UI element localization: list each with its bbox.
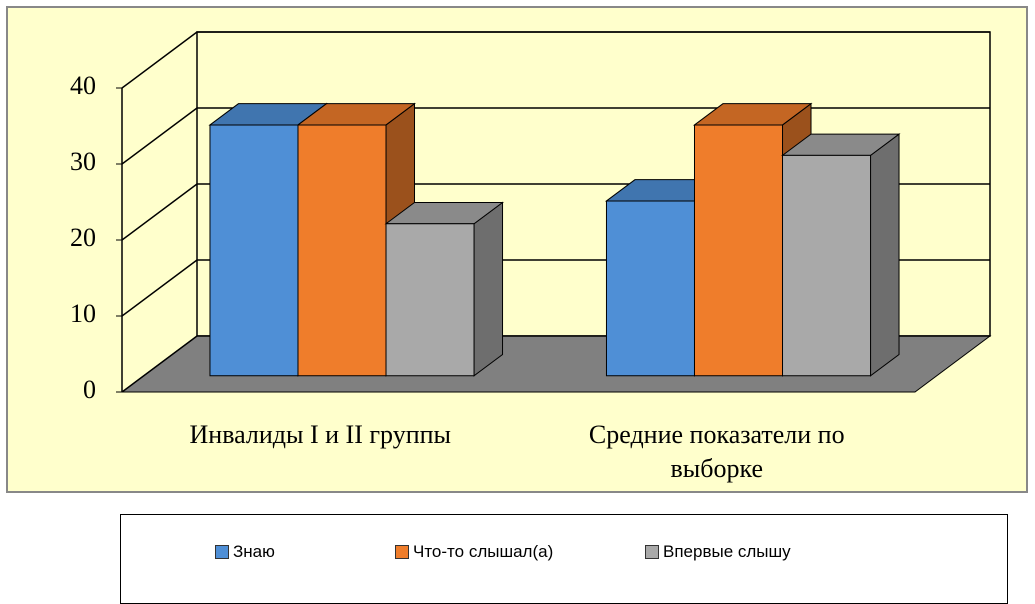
- x-tick-label: Инвалиды I и II группы: [189, 420, 452, 449]
- y-tick-label: 20: [70, 223, 96, 252]
- legend-label: Впервые слышу: [663, 542, 791, 561]
- bar: [781, 133, 901, 377]
- bar-front: [693, 124, 784, 377]
- bar-side-shade: [870, 134, 900, 376]
- page: 0 10 20 30 40 Знаю Что-то слышал(а) Впервые сл…: [6, 6, 1028, 604]
- bar-front: [605, 200, 695, 377]
- legend-label: Что-то слышал(а): [413, 542, 554, 561]
- x-tick-label: Средние показатели по выборке: [588, 420, 845, 483]
- bar-top-shade: [209, 103, 327, 125]
- legend-swatch: [215, 545, 229, 559]
- y-tick-label: 30: [70, 147, 96, 176]
- bar-front: [209, 124, 299, 377]
- bar: [384, 201, 505, 377]
- bar-top-shade: [694, 103, 812, 125]
- y-tick-label: 40: [70, 71, 96, 100]
- chart: 0 10 20 30 40: [6, 6, 1028, 493]
- bar-side-shade: [474, 202, 503, 376]
- legend-label: Знаю: [233, 542, 275, 561]
- legend: Знаю Что-то слышал(а) Впервые слышу: [120, 514, 1008, 604]
- bar-top-shade: [606, 179, 723, 201]
- y-tick-label: 10: [70, 299, 96, 328]
- bar-top-shade: [386, 202, 503, 224]
- legend-swatch: [395, 545, 409, 559]
- bar-top-shade: [297, 103, 415, 125]
- bar-top-shade: [782, 134, 900, 156]
- bar-front: [385, 223, 475, 377]
- legend-item: Что-то слышал(а): [395, 542, 553, 562]
- bar-front: [782, 154, 872, 377]
- bar-front: [297, 124, 387, 377]
- y-tick-label: 0: [83, 375, 96, 404]
- legend-item: Впервые слышу: [645, 542, 791, 562]
- legend-swatch: [645, 545, 659, 559]
- legend-item: Знаю: [215, 542, 275, 562]
- grid-line: [121, 31, 990, 89]
